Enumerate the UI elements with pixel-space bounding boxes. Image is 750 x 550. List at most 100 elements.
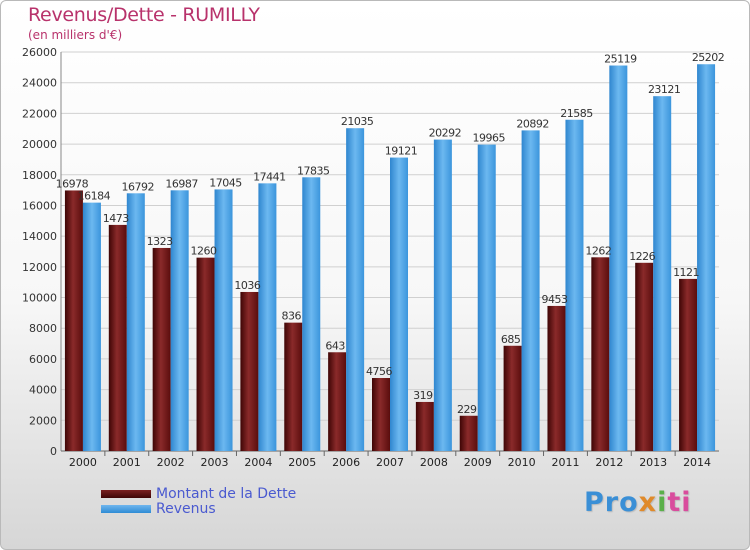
data-label-revenus: 17045 bbox=[209, 176, 242, 189]
data-label-debt: 319 bbox=[413, 389, 433, 402]
legend-swatch-revenus bbox=[101, 505, 151, 513]
data-label-debt: 16978 bbox=[56, 177, 89, 190]
bar-revenus bbox=[565, 119, 584, 452]
data-label-debt: 1262 bbox=[585, 244, 611, 257]
y-tick-label: 24000 bbox=[22, 77, 57, 90]
bar-revenus bbox=[258, 183, 277, 452]
x-tick-label: 2002 bbox=[157, 456, 185, 469]
y-tick-label: 6000 bbox=[29, 353, 57, 366]
y-tick-label: 26000 bbox=[22, 46, 57, 59]
bar-revenus bbox=[346, 128, 365, 451]
x-tick-label: 2005 bbox=[288, 456, 316, 469]
x-tick-label: 2008 bbox=[420, 456, 448, 469]
y-tick-label: 16000 bbox=[22, 199, 57, 212]
x-tick-label: 2000 bbox=[69, 456, 97, 469]
bar-debt bbox=[284, 322, 303, 451]
x-tick-label: 2014 bbox=[683, 456, 711, 469]
bar-revenus bbox=[126, 193, 145, 452]
data-label-revenus: 23121 bbox=[648, 83, 681, 96]
bar-debt bbox=[459, 415, 478, 451]
data-label-debt: 1226 bbox=[629, 250, 655, 263]
legend-label-revenus: Revenus bbox=[156, 501, 216, 517]
data-label-debt: 1473 bbox=[103, 212, 129, 225]
x-tick-label: 2001 bbox=[113, 456, 141, 469]
bar-debt bbox=[108, 224, 127, 451]
data-label-revenus: 19121 bbox=[385, 145, 418, 158]
data-label-revenus: 25202 bbox=[692, 51, 725, 64]
x-tick-label: 2006 bbox=[332, 456, 360, 469]
data-label-revenus: 20892 bbox=[516, 117, 549, 130]
data-label-revenus: 16184 bbox=[78, 190, 111, 203]
bar-debt bbox=[415, 401, 434, 451]
x-tick-label: 2013 bbox=[639, 456, 667, 469]
data-label-revenus: 17835 bbox=[297, 164, 330, 177]
bar-revenus bbox=[82, 202, 101, 451]
data-label-revenus: 21585 bbox=[560, 107, 593, 120]
bar-revenus bbox=[433, 139, 452, 452]
bar-debt bbox=[635, 262, 654, 451]
bar-revenus bbox=[302, 177, 321, 452]
y-tick-label: 18000 bbox=[22, 169, 57, 182]
bar-revenus bbox=[521, 130, 540, 451]
bar-debt bbox=[679, 278, 698, 451]
y-tick-label: 20000 bbox=[22, 138, 57, 151]
data-label-debt: 1121 bbox=[673, 266, 699, 279]
data-label-debt: 229 bbox=[457, 403, 477, 416]
legend-label-debt: Montant de la Dette bbox=[156, 486, 297, 502]
data-label-revenus: 20292 bbox=[429, 127, 462, 140]
data-label-revenus: 19965 bbox=[472, 132, 505, 145]
bar-revenus bbox=[214, 189, 233, 451]
proxiti-logo: Proxiti bbox=[584, 487, 692, 518]
bar-debt bbox=[196, 257, 215, 451]
y-tick-label: 2000 bbox=[29, 414, 57, 427]
data-label-debt: 643 bbox=[325, 339, 345, 352]
data-label-debt: 1260 bbox=[191, 245, 217, 258]
bars bbox=[64, 64, 716, 452]
bar-revenus bbox=[697, 64, 716, 452]
chart-subtitle: (en milliers d'€) bbox=[28, 28, 123, 42]
bar-debt bbox=[328, 352, 347, 451]
y-tick-label: 14000 bbox=[22, 230, 57, 243]
bar-debt bbox=[240, 291, 259, 451]
y-tick-label: 10000 bbox=[22, 292, 57, 305]
bar-debt bbox=[591, 257, 610, 451]
bar-debt bbox=[547, 305, 566, 451]
x-tick-label: 2004 bbox=[244, 456, 272, 469]
x-tick-label: 2009 bbox=[464, 456, 492, 469]
data-label-debt: 836 bbox=[282, 310, 302, 323]
bar-debt bbox=[372, 378, 390, 451]
x-tick-label: 2007 bbox=[376, 456, 404, 469]
y-axis-ticks: 0 2000 4000 6000 8000 10000 12000 14000 16000 180… bbox=[22, 46, 57, 458]
data-label-debt: 1036 bbox=[234, 279, 260, 292]
x-tick-label: 2010 bbox=[508, 456, 536, 469]
y-tick-label: 22000 bbox=[22, 107, 57, 120]
bar-debt bbox=[503, 345, 522, 451]
y-tick-label: 0 bbox=[50, 445, 57, 458]
data-label-revenus: 21035 bbox=[341, 115, 374, 128]
bar-revenus bbox=[609, 65, 628, 451]
y-tick-label: 8000 bbox=[29, 322, 57, 335]
data-label-revenus: 16792 bbox=[122, 180, 155, 193]
data-label-debt: 685 bbox=[501, 333, 521, 346]
bar-debt bbox=[64, 190, 83, 451]
bar-revenus bbox=[390, 157, 408, 451]
data-label-revenus: 16987 bbox=[165, 177, 198, 190]
data-label-debt: 1323 bbox=[147, 235, 173, 248]
y-tick-label: 12000 bbox=[22, 261, 57, 274]
x-tick-label: 2003 bbox=[201, 456, 229, 469]
x-tick-label: 2011 bbox=[551, 456, 579, 469]
bar-revenus bbox=[653, 96, 672, 451]
bar-revenus bbox=[170, 190, 189, 451]
bar-debt bbox=[152, 247, 171, 451]
chart-title: Revenus/Dette - RUMILLY bbox=[28, 4, 260, 26]
data-label-debt: 9453 bbox=[541, 293, 567, 306]
data-label-debt: 4756 bbox=[366, 365, 392, 378]
x-axis: 2000 2001 2002 2003 2004 2005 2006 2007 2008 2009… bbox=[69, 456, 711, 469]
bar-revenus bbox=[477, 144, 496, 451]
legend-swatch-debt bbox=[101, 490, 151, 498]
data-label-revenus: 25119 bbox=[604, 53, 637, 66]
x-tick-label: 2012 bbox=[595, 456, 623, 469]
